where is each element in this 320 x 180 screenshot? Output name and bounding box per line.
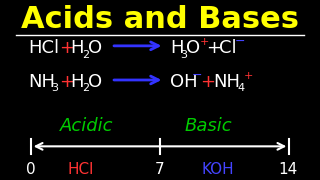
Text: +: + xyxy=(244,71,253,81)
Text: 3: 3 xyxy=(52,83,59,93)
Text: +: + xyxy=(200,73,215,91)
Text: Acids and Bases: Acids and Bases xyxy=(21,4,299,33)
Text: OH: OH xyxy=(170,73,198,91)
Text: O: O xyxy=(88,73,102,91)
Text: +: + xyxy=(206,39,221,57)
Text: H: H xyxy=(70,73,84,91)
Text: O: O xyxy=(187,39,201,57)
Text: H: H xyxy=(70,39,84,57)
Text: 3: 3 xyxy=(181,50,188,60)
Text: 2: 2 xyxy=(82,50,89,60)
Text: KOH: KOH xyxy=(201,162,234,177)
Text: Acidic: Acidic xyxy=(60,116,114,134)
Text: NH: NH xyxy=(28,73,55,91)
Text: 2: 2 xyxy=(82,83,89,93)
Text: O: O xyxy=(88,39,102,57)
Text: H: H xyxy=(170,39,184,57)
Text: Cl: Cl xyxy=(220,39,237,57)
Text: HCl: HCl xyxy=(68,162,94,177)
Text: NH: NH xyxy=(213,73,240,91)
Text: 0: 0 xyxy=(26,162,36,177)
Text: −: − xyxy=(192,69,203,82)
Text: +: + xyxy=(59,39,74,57)
Text: Basic: Basic xyxy=(185,116,233,134)
Text: 4: 4 xyxy=(237,83,244,93)
Text: +: + xyxy=(59,73,74,91)
Text: −: − xyxy=(235,35,245,48)
Text: +: + xyxy=(199,37,209,47)
Text: 14: 14 xyxy=(278,162,297,177)
Text: 7: 7 xyxy=(155,162,165,177)
Text: HCl: HCl xyxy=(28,39,59,57)
